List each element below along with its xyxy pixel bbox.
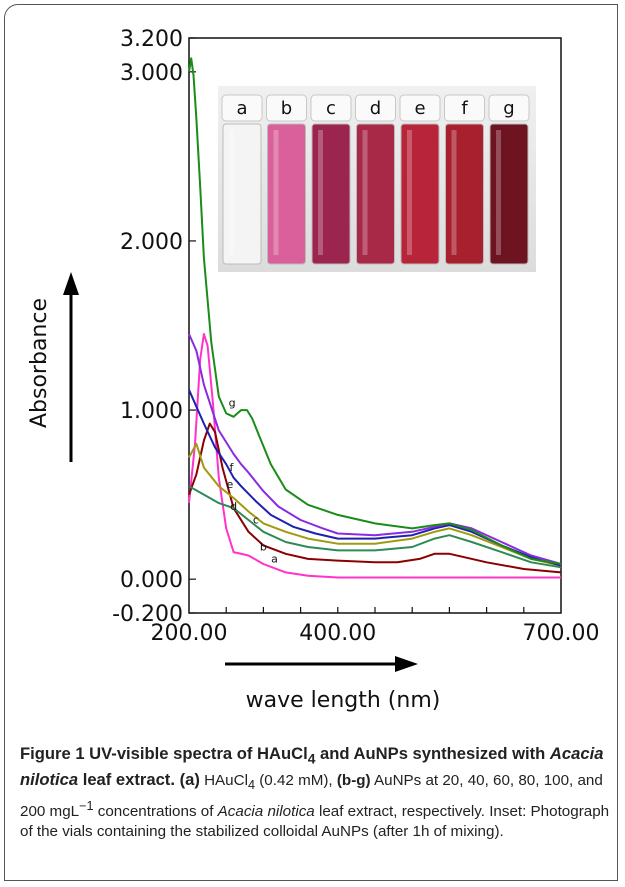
vial-glare — [273, 130, 279, 255]
caption-part-bg-label: (b-g) — [336, 772, 371, 790]
vial-body — [445, 123, 484, 265]
caption-part-a-text: HAuCl — [199, 772, 248, 790]
vial-body — [311, 123, 351, 265]
vial-cap — [310, 94, 352, 122]
y-axis-title: Absorbance — [27, 298, 52, 428]
x-tick-label: 400.00 — [299, 621, 376, 646]
vial-letter: g — [503, 98, 514, 119]
y-tick-label: 3.000 — [120, 61, 183, 86]
y-tick-label: 3.200 — [120, 27, 183, 52]
vial-letter: c — [326, 98, 336, 119]
vial-body — [489, 123, 529, 265]
curve-label-f: f — [229, 461, 234, 474]
caption-title-rest-2: leaf extract. — [78, 770, 175, 790]
y-arrow-head — [63, 272, 79, 295]
series-line-d — [188, 442, 562, 567]
vial-glare — [407, 130, 412, 255]
curve-label-c: c — [253, 513, 259, 526]
vial-body — [222, 123, 262, 265]
vial-body — [356, 123, 395, 265]
figure-caption: Figure 1 UV-visible spectra of HAuCl4 an… — [20, 743, 610, 843]
x-axis-title-group: wave length (nm) — [225, 656, 440, 713]
vial-letter: d — [370, 98, 381, 119]
caption-part-bg-rest: concentrations of — [93, 802, 218, 820]
x-tick-label: 700.00 — [523, 621, 600, 646]
inset-photo: a b c d e f g — [218, 86, 536, 272]
vial-cap — [266, 94, 307, 122]
vial-cap — [221, 94, 263, 122]
vial-letter: b — [281, 98, 292, 119]
caption-title-text: UV-visible spectra of HAuCl — [89, 744, 308, 763]
series-line-f — [188, 333, 562, 565]
y-ticks: 3.200 3.000 2.000 1.000 0.000 -0.200 — [112, 27, 196, 627]
series-line-b — [188, 422, 562, 574]
y-tick-label: 1.000 — [120, 399, 183, 424]
series-line-c — [188, 485, 562, 569]
vial-letter: f — [461, 98, 468, 119]
curve-label-a: a — [271, 552, 278, 565]
caption-part-bg-text: AuNPs at 20, 40, 60, 80, 100, and 200 mg… — [20, 772, 603, 820]
series-line-a — [188, 333, 561, 579]
caption-part-a-label: (a) — [179, 770, 200, 790]
curve-label-g: g — [229, 397, 236, 410]
y-tick-label: 0.000 — [120, 568, 183, 593]
y-tick-label: 2.000 — [120, 230, 183, 255]
y-axis-title-group: Absorbance — [27, 272, 79, 462]
vial-body — [267, 123, 306, 265]
caption-part-a-sub: 4 — [247, 778, 256, 793]
vial-glare — [362, 130, 368, 255]
vial-glare — [229, 130, 234, 255]
vial-cap — [399, 94, 441, 122]
caption-part-bg-sup: −1 — [79, 798, 94, 813]
caption-species-italic: Acacia nilotica — [217, 802, 315, 820]
x-axis-title: wave length (nm) — [246, 688, 441, 713]
vial-glare — [496, 130, 501, 255]
spectra-curves — [188, 57, 562, 579]
caption-part-a-rest: (0.42 mM), — [255, 772, 337, 790]
x-arrow-head — [395, 656, 418, 672]
x-tick-label: 200.00 — [151, 621, 228, 646]
x-ticks: 200.00 400.00 700.00 — [151, 607, 600, 646]
y-tick-label: -0.200 — [112, 602, 183, 627]
uv-vis-chart: 3.200 3.000 2.000 1.000 0.000 -0.200 200.00 40… — [27, 27, 600, 713]
caption-title-italic: Acacia nilotica — [20, 744, 604, 790]
caption-title-rest-1: and AuNPs synthesized with — [315, 744, 550, 763]
series-line-g — [188, 57, 562, 565]
series-line-e — [188, 389, 562, 567]
vial-cap — [355, 94, 396, 122]
vial-glare — [451, 130, 457, 255]
curve-labels: ab c def g — [227, 397, 278, 566]
caption-title: Figure 1 UV-visible spectra of HAuCl4 an… — [20, 744, 603, 789]
vial-letter: e — [414, 98, 425, 119]
vial-body — [400, 123, 440, 265]
caption-title-sub: 4 — [307, 750, 316, 767]
caption-figure-label: Figure 1 — [20, 744, 85, 763]
caption-body-rest: leaf extract, respectively. Inset: Photo… — [20, 802, 610, 841]
curve-label-d: d — [230, 500, 237, 513]
vial-glare — [318, 130, 323, 255]
vial-letter: a — [236, 98, 247, 119]
vial-cap — [488, 94, 530, 122]
vial-cap — [444, 94, 485, 122]
curve-label-e: e — [227, 478, 234, 491]
curve-label-b: b — [260, 540, 267, 553]
